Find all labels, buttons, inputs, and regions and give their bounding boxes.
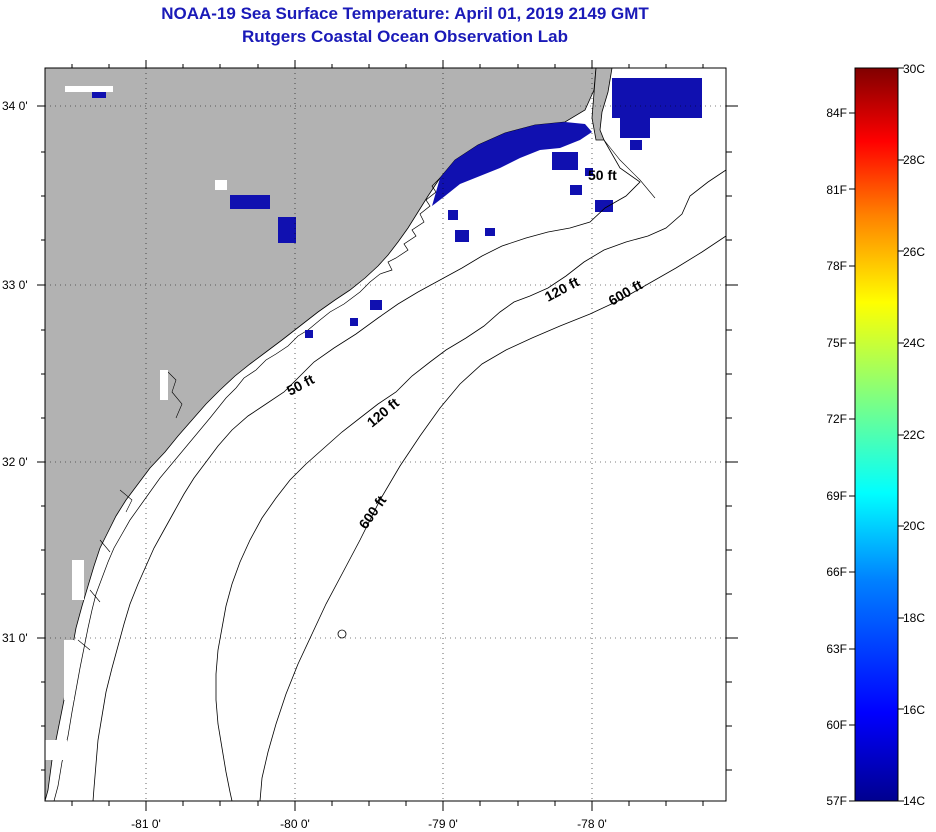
lat-label-31: 31 0' (2, 631, 28, 645)
lon-label-81: -81 0' (131, 817, 161, 831)
colorbar-ticks (849, 67, 904, 802)
cb-c-28: 28C (903, 153, 925, 167)
cb-f-57: 57F (826, 794, 847, 808)
cb-f-60: 60F (826, 718, 847, 732)
cb-f-75: 75F (826, 336, 847, 350)
cb-f-81: 81F (826, 183, 847, 197)
cb-c-18: 18C (903, 611, 925, 625)
lat-label-34: 34 0' (2, 99, 28, 113)
map-title: NOAA-19 Sea Surface Temperature: April 0… (161, 4, 649, 23)
cb-c-20: 20C (903, 519, 925, 533)
cb-f-66: 66F (826, 565, 847, 579)
colorbar (854, 67, 899, 802)
cb-f-78: 78F (826, 259, 847, 273)
lat-label-33: 33 0' (2, 278, 28, 292)
seamount-contour (337, 629, 347, 639)
contour-50ft (92, 139, 641, 801)
lon-label-78: -78 0' (577, 817, 607, 831)
contour-120ft (215, 169, 726, 801)
river-marks (77, 139, 656, 651)
cb-c-14: 14C (903, 794, 925, 808)
cb-c-16: 16C (903, 703, 925, 717)
map-frame (44, 67, 727, 802)
land-cape (591, 68, 613, 141)
contour-label-50ft-north: 50 ft (588, 167, 617, 183)
cb-c-26: 26C (903, 245, 925, 259)
cb-c-22: 22C (903, 428, 925, 442)
lat-label-32: 32 0' (2, 455, 28, 469)
cb-f-63: 63F (826, 642, 847, 656)
cb-c-24: 24C (903, 336, 925, 350)
cb-f-72: 72F (826, 412, 847, 426)
axis-ticks (37, 60, 738, 811)
lon-label-79: -79 0' (428, 817, 458, 831)
no-data-specks (45, 86, 227, 760)
coastline-detail (53, 177, 441, 801)
graticule (45, 68, 726, 801)
cb-c-30: 30C (903, 62, 925, 76)
contour-600ft (259, 235, 726, 801)
map-subtitle: Rutgers Coastal Ocean Observation Lab (242, 27, 568, 46)
lon-label-80: -80 0' (280, 817, 310, 831)
cb-f-84: 84F (826, 106, 847, 120)
cb-f-69: 69F (826, 489, 847, 503)
sst-cold-patches (92, 78, 702, 338)
